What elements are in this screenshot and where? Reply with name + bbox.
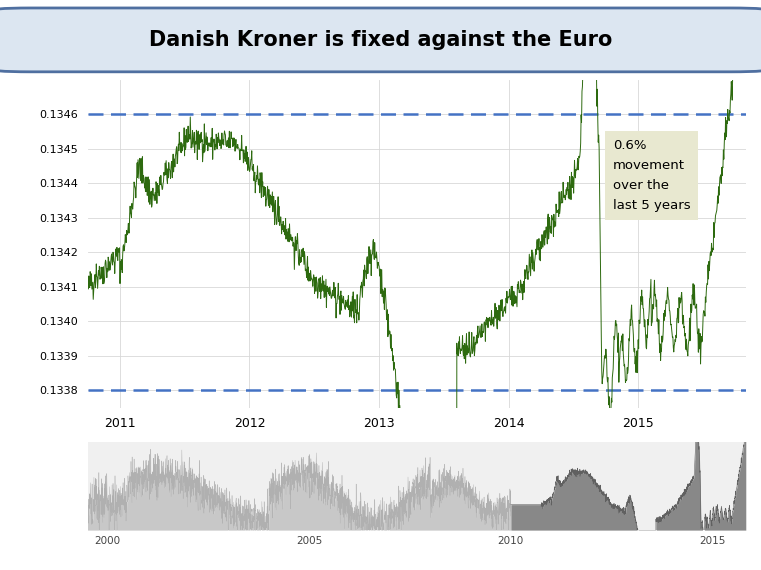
Text: 0.6%
movement
over the
last 5 years: 0.6% movement over the last 5 years <box>613 139 690 212</box>
Text: Danish Kroner is fixed against the Euro: Danish Kroner is fixed against the Euro <box>149 30 612 50</box>
FancyBboxPatch shape <box>0 8 761 72</box>
